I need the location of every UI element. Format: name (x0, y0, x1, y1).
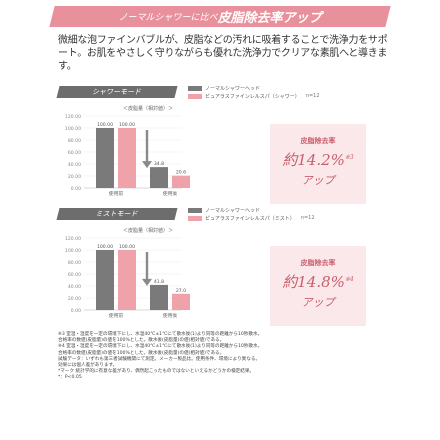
callout-box: 皮脂除去率 約14.8%※4 アップ (270, 246, 366, 326)
legend-label: ピュアラスファインレルスパ（ミスト） (205, 215, 295, 222)
x-tick-label: 使用後 (163, 312, 178, 319)
footnote: 合格率の数値(皮脂量)の値を100%とした。散水後(皮脂量)の値(相対値)である… (58, 350, 225, 356)
y-tick-label: 80.00 (68, 138, 81, 144)
callout-suffix: アップ (301, 174, 335, 187)
data-label: 100.00 (119, 244, 135, 250)
footnote: ※4 室温・湿度を一定の環境下にし、水温40℃±1℃にて散水後(1)より同等の距… (58, 344, 263, 350)
sample-size: n=12 (300, 215, 315, 221)
data-label: 100.00 (119, 122, 135, 128)
chart-title: ＜皮脂量（相対値）＞ (123, 105, 173, 112)
footnote: 試験データ：いずれも第三者試験機関にて測定。メーカー製品比。使用条件、環境により… (58, 356, 261, 362)
chart-panel-shower: シャワーモード ノーマルシャワーヘッド ピュアラスファインレルスパ（シャワー） … (56, 84, 388, 204)
y-tick-label: 60.00 (68, 272, 81, 278)
chart-title: ＜皮脂量（相対値）＞ (123, 227, 173, 234)
callout-label: 皮脂除去率 (300, 259, 336, 267)
y-tick-label: 40.00 (68, 284, 81, 290)
bar (172, 293, 190, 310)
y-tick-label: 0.00 (71, 186, 81, 192)
bar (150, 167, 168, 188)
callout-value: 約14.8%※4 (282, 273, 354, 291)
footnote: 合格率の数値(皮脂量)の値を100%とした。散水後(皮脂量)の値(相対値)である… (58, 338, 225, 344)
header-lead: ノーマルシャワーに比べ (118, 13, 218, 23)
footnote: *：P<0.05 (58, 375, 82, 381)
legend-item: ピュアラスファインレルスパ（ミスト） n=12 (188, 214, 315, 222)
sample-size: n=12 (305, 93, 320, 99)
data-label: 100.00 (97, 244, 113, 250)
bar (118, 128, 136, 188)
legend-swatch (188, 207, 202, 213)
legend-swatch (188, 85, 202, 91)
legend-label: ノーマルシャワーヘッド (205, 207, 261, 214)
legend: ノーマルシャワーヘッド ピュアラスファインレルスパ（シャワー） n=12 (188, 84, 320, 100)
header-banner: ノーマルシャワーに比べ 皮脂除去率アップ (52, 6, 388, 27)
x-tick-label: 使用前 (109, 312, 124, 319)
y-tick-label: 120.00 (65, 114, 81, 120)
legend-label: ノーマルシャワーヘッド (205, 85, 261, 92)
arrow-head (142, 161, 152, 169)
bar (118, 250, 136, 310)
y-tick-label: 0.00 (71, 308, 81, 314)
legend-item: ノーマルシャワーヘッド (188, 84, 320, 92)
y-tick-label: 60.00 (68, 150, 81, 156)
legend-swatch (188, 93, 202, 99)
x-tick-label: 使用後 (163, 190, 178, 197)
callout-value: 約14.2%※3 (282, 151, 354, 169)
footnote: ※3 室温・湿度を一定の環境下にし、水温40℃±1℃にて散水後(1)より同等の距… (58, 332, 263, 337)
y-tick-label: 120.00 (65, 236, 81, 242)
bar (150, 284, 168, 310)
panel-label: ミストモード (56, 208, 178, 220)
legend-item: ピュアラスファインレルスパ（シャワー） n=12 (188, 92, 320, 100)
y-tick-label: 20.00 (68, 174, 81, 180)
footnotes: ※3 室温・湿度を一定の環境下にし、水温40℃±1℃にて散水後(1)より同等の距… (58, 332, 388, 382)
x-tick-label: 使用前 (109, 190, 124, 197)
bar-chart-shower: ＜皮脂量（相対値）＞ 0.00 20.00 40.00 60.00 80.00 100.00… (65, 105, 190, 197)
panel-label: シャワーモード (56, 86, 178, 98)
legend-label: ピュアラスファインレルスパ（シャワー） (205, 93, 300, 100)
legend: ノーマルシャワーヘッド ピュアラスファインレルスパ（ミスト） n=12 (188, 206, 315, 222)
bar (96, 250, 114, 310)
bar (172, 175, 190, 188)
y-tick-label: 100.00 (65, 126, 81, 132)
arrow-head (142, 278, 152, 286)
footnote: 効果には個人差があります。 (58, 363, 118, 369)
data-label: 100.00 (97, 122, 113, 128)
data-label: 27.0 (176, 288, 186, 294)
legend-swatch (188, 215, 202, 221)
intro-text: 微細な泡ファインバブルが、皮脂などの汚れに吸着することで洗浄力をサポート。お肌を… (58, 35, 388, 72)
data-label: 41.8 (154, 279, 164, 285)
y-tick-label: 20.00 (68, 296, 81, 302)
legend-item: ノーマルシャワーヘッド (188, 206, 315, 214)
header-title: 皮脂除去率アップ (217, 11, 322, 26)
chart-panel-mist: ミストモード ノーマルシャワーヘッド ピュアラスファインレルスパ（ミスト） n=… (56, 206, 388, 326)
y-tick-label: 40.00 (68, 162, 81, 168)
y-tick-label: 80.00 (68, 260, 81, 266)
data-label: 34.8 (154, 161, 164, 167)
bar-chart-mist: ＜皮脂量（相対値）＞ 0.00 20.00 40.00 60.00 80.00 100.00… (65, 227, 190, 319)
footnote: *マーク 統計学的に有意な差があり、偶然起こったものではないといえるかどうかの検… (58, 369, 255, 375)
bar (96, 128, 114, 188)
data-label: 20.6 (176, 170, 186, 176)
callout-box: 皮脂除去率 約14.2%※3 アップ (270, 124, 366, 204)
callout-label: 皮脂除去率 (300, 137, 336, 145)
y-tick-label: 100.00 (65, 248, 81, 254)
callout-suffix: アップ (301, 296, 335, 309)
